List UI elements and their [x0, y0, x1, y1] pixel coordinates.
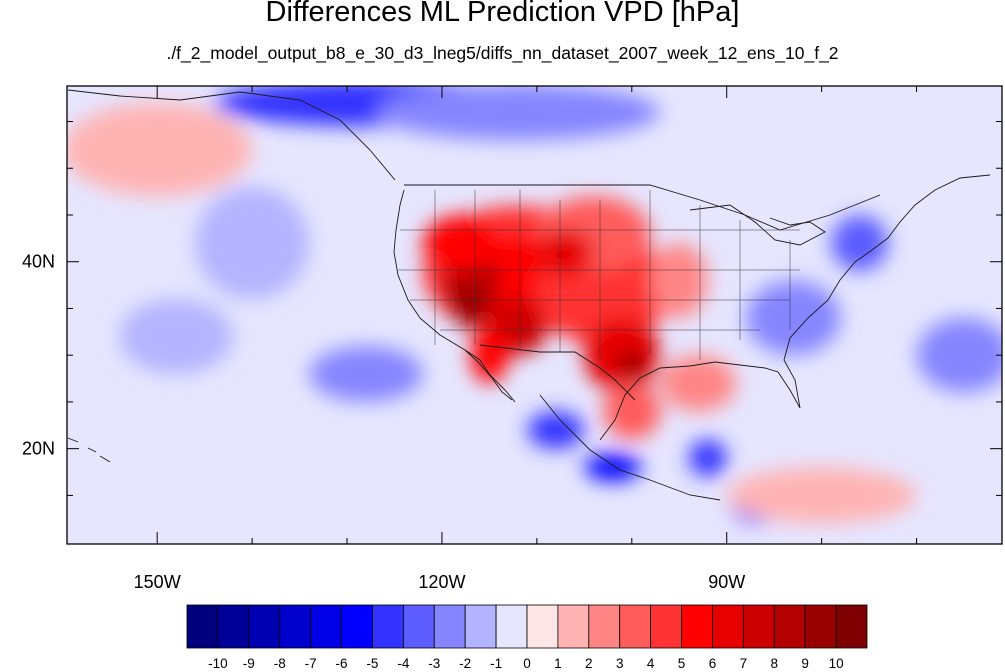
vpd-difference-field [67, 86, 1002, 544]
state-borders [398, 190, 800, 360]
field-region-10 [422, 214, 499, 272]
mexico-pacific-coastline [539, 394, 721, 501]
field-region-27 [67, 102, 253, 197]
field-region-16 [375, 86, 661, 141]
colorbar-box [712, 604, 744, 649]
colorbar-box [526, 604, 559, 649]
colorbar-label: 5 [678, 656, 686, 671]
field-region-9 [617, 350, 647, 379]
colorbar-box [681, 604, 713, 649]
colorbar-label: -7 [305, 656, 317, 671]
axis-tick-labels: 150W 120W 90W 40N 20N [22, 252, 745, 592]
colorbar-box [588, 604, 621, 649]
chart-subtitle: ./f_2_model_output_b8_e_30_d3_lneg5/diff… [166, 43, 839, 63]
atlantic-coastline [783, 174, 991, 361]
field-region-22 [831, 214, 889, 272]
field-region-24 [195, 186, 310, 300]
x-tick-label: 150W [134, 572, 181, 592]
colorbar-box [372, 604, 404, 649]
colorbar-labels: -10 -9 -8 -7 -6 -5 -4 -3 -2 -1 0 1 2 3 4 5 6 7 8 9 10 [208, 656, 843, 671]
field-region-6 [451, 289, 490, 328]
colorbar-label: -6 [336, 656, 348, 671]
colorbar-label: 9 [801, 656, 809, 671]
plot-frame [66, 85, 1003, 545]
coastlines-and-borders [67, 89, 991, 501]
colorbar-label: -9 [243, 656, 255, 671]
colorbar-label: -8 [274, 656, 286, 671]
x-tick-label: 90W [708, 572, 745, 592]
us-mexico-border [479, 344, 636, 401]
colorbar-box [650, 604, 682, 649]
colorbar-label: 10 [829, 656, 844, 671]
colorbar-box [279, 604, 312, 649]
colorbar-box [464, 604, 497, 649]
colorbar-box [804, 604, 837, 649]
colorbar-label: 3 [616, 656, 624, 671]
colorbar-label: 0 [523, 656, 531, 671]
colorbar-box [217, 604, 250, 649]
colorbar-box [742, 604, 775, 649]
field-region-13 [603, 383, 661, 440]
colorbar-label: 2 [585, 656, 593, 671]
colorbar-label: -10 [208, 656, 228, 671]
colorbar-label: -2 [459, 656, 471, 671]
colorbar-box [557, 604, 590, 649]
colorbar-box [619, 604, 652, 649]
hawaii-islands [67, 437, 111, 463]
field-region-18 [584, 453, 642, 482]
y-tick-label: 40N [22, 252, 55, 272]
colorbar-box [433, 604, 466, 649]
northern-coastline [67, 89, 396, 181]
colorbar-label: 4 [647, 656, 655, 671]
y-tick-label: 20N [22, 439, 55, 459]
axis-ticks [67, 86, 1002, 544]
field-region-17 [527, 411, 585, 449]
field-region-23 [916, 317, 1002, 393]
field-region-11 [536, 229, 594, 276]
chart-title: Differences ML Prediction VPD [hPa] [265, 0, 740, 28]
colorbar-box [310, 604, 342, 649]
colorbar-label: -4 [397, 656, 409, 671]
pacific-coastline [393, 189, 516, 403]
colorbar-label: 1 [554, 656, 562, 671]
colorbar-label: -5 [366, 656, 378, 671]
x-tick-label: 120W [418, 572, 465, 592]
great-lakes [689, 204, 826, 246]
baja-coastline [464, 349, 513, 401]
colorbar-label: 6 [709, 656, 717, 671]
field-region-21 [745, 280, 841, 356]
field-region-19 [688, 439, 727, 477]
colorbar-label: 7 [740, 656, 748, 671]
colorbar-label: 8 [771, 656, 779, 671]
field-region-4 [650, 243, 708, 318]
field-region-12 [660, 355, 737, 412]
colorbar-label: -1 [490, 656, 502, 671]
colorbar-label: -3 [428, 656, 440, 671]
colorbar-box [248, 604, 281, 649]
colorbar-box [835, 604, 868, 649]
field-region-25 [309, 345, 423, 402]
colorbar-box [495, 604, 528, 649]
colorbar-box [341, 604, 373, 649]
colorbar-box [773, 604, 806, 649]
field-region-14 [470, 327, 509, 384]
field-region-28 [726, 467, 917, 524]
colorbar-box [186, 604, 219, 649]
colorbar-box [402, 604, 435, 649]
field-region-26 [119, 299, 234, 374]
colorbar [186, 604, 868, 649]
